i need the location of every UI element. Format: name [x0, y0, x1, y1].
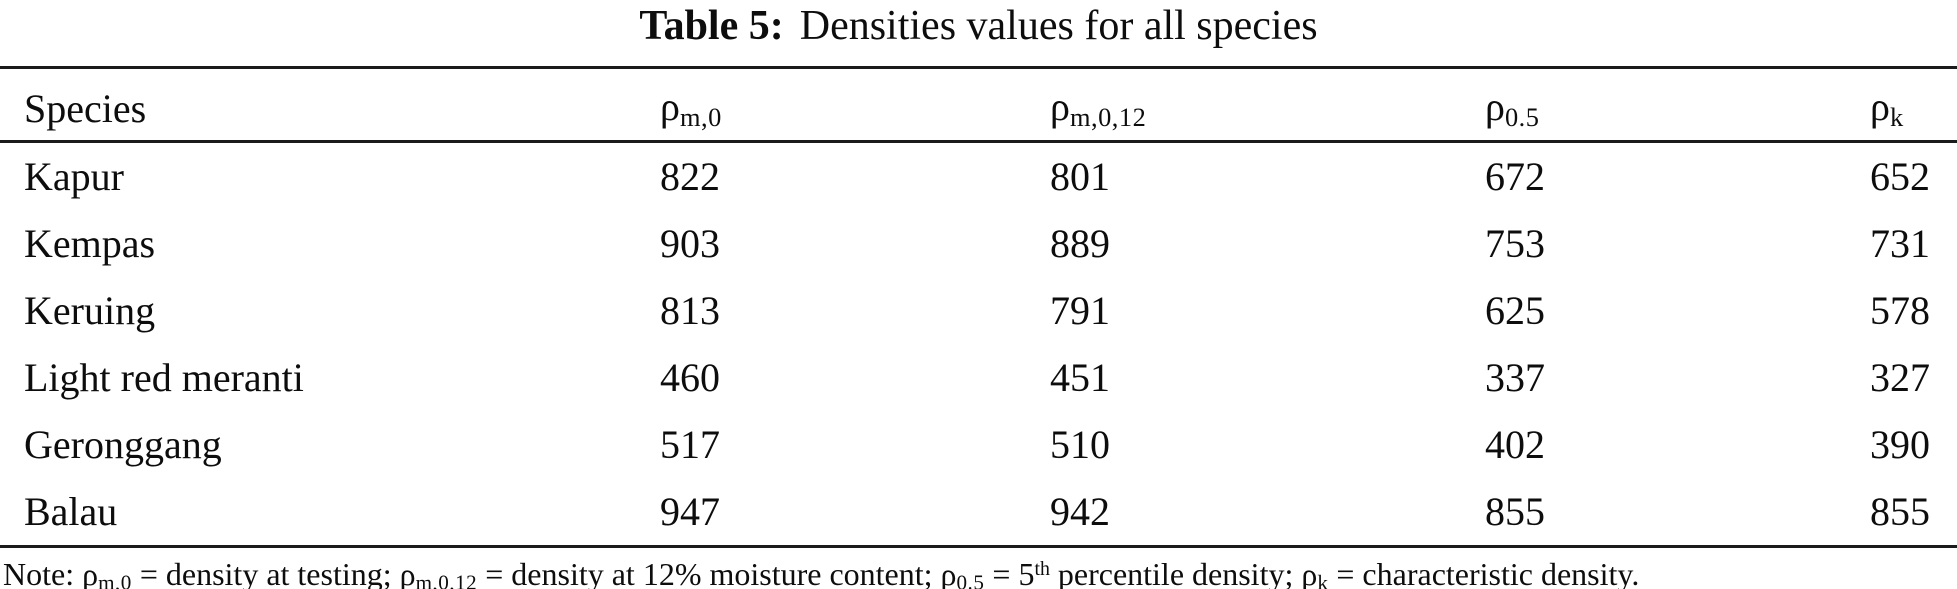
- table-note: Note: ρm,0 = density at testing; ρm,0,12…: [0, 555, 1957, 589]
- species-cell: Kempas: [24, 221, 156, 267]
- value-cell: 822: [660, 154, 720, 200]
- species-cell: Balau: [24, 489, 118, 535]
- table-row: Keruing 813 791 625 578: [0, 277, 1957, 344]
- value-cell: 337: [1485, 355, 1545, 401]
- note-text: = density at 12% moisture content;: [477, 556, 941, 589]
- value-cell: 855: [1870, 489, 1930, 535]
- note-text: = characteristic density.: [1328, 556, 1640, 589]
- rho-subscript: 0.5: [956, 570, 985, 589]
- ordinal-superscript: th: [1034, 558, 1050, 581]
- rho-symbol: ρ: [1485, 83, 1505, 129]
- note-text: = density at testing;: [131, 556, 400, 589]
- species-cell: Geronggang: [24, 422, 222, 468]
- species-cell: Keruing: [24, 288, 156, 334]
- table-caption: Table 5: Densities values for all species: [0, 0, 1957, 50]
- value-cell: 903: [660, 221, 720, 267]
- value-cell: 947: [660, 489, 720, 535]
- rho-symbol: ρ: [1301, 556, 1318, 589]
- value-cell: 517: [660, 422, 720, 468]
- table-row: Kempas 903 889 753 731: [0, 210, 1957, 277]
- table-row: Light red meranti 460 451 337 327: [0, 344, 1957, 411]
- densities-table: Species ρm,0 ρm,0,12 ρ0.5 ρk Kapur 822 8…: [0, 66, 1957, 549]
- note-text: percentile density;: [1049, 556, 1302, 589]
- rho-subscript: m,0: [98, 570, 132, 589]
- value-cell: 753: [1485, 221, 1545, 267]
- value-cell: 625: [1485, 288, 1545, 334]
- value-cell: 402: [1485, 422, 1545, 468]
- value-cell: 942: [1050, 489, 1110, 535]
- value-cell: 652: [1870, 154, 1930, 200]
- rho-symbol: ρ: [399, 556, 416, 589]
- rho-subscript: 0.5: [1504, 101, 1540, 132]
- value-cell: 578: [1870, 288, 1930, 334]
- value-cell: 855: [1485, 489, 1545, 535]
- column-header-species: Species: [0, 67, 660, 144]
- table-caption-label: Table 5:: [639, 3, 784, 49]
- rho-symbol: ρ: [1870, 83, 1890, 129]
- note-text: = 5: [984, 556, 1035, 589]
- value-cell: 801: [1050, 154, 1110, 200]
- value-cell: 510: [1050, 422, 1110, 468]
- rho-symbol: ρ: [1050, 83, 1070, 129]
- column-header-rho-m012: ρm,0,12: [1050, 67, 1485, 144]
- value-cell: 731: [1870, 221, 1930, 267]
- table-row: Kapur 822 801 672 652: [0, 142, 1957, 211]
- table-caption-text: Densities values for all species: [799, 3, 1318, 49]
- value-cell: 390: [1870, 422, 1930, 468]
- value-cell: 460: [660, 355, 720, 401]
- rho-subscript: m,0,12: [415, 570, 478, 589]
- column-header-rho-k: ρk: [1870, 67, 1957, 144]
- species-cell: Light red meranti: [24, 355, 304, 401]
- value-cell: 791: [1050, 288, 1110, 334]
- note-text: Note:: [3, 556, 83, 589]
- rho-subscript: k: [1317, 570, 1329, 589]
- rho-subscript: m,0: [679, 101, 722, 132]
- rho-symbol: ρ: [940, 556, 957, 589]
- value-cell: 451: [1050, 355, 1110, 401]
- value-cell: 889: [1050, 221, 1110, 267]
- rho-subscript: k: [1889, 101, 1904, 132]
- value-cell: 813: [660, 288, 720, 334]
- column-header-rho-05: ρ0.5: [1485, 67, 1870, 144]
- table-row: Geronggang 517 510 402 390: [0, 411, 1957, 478]
- species-cell: Kapur: [24, 154, 124, 200]
- rho-symbol: ρ: [660, 83, 680, 129]
- value-cell: 672: [1485, 154, 1545, 200]
- header-row: Species ρm,0 ρm,0,12 ρ0.5 ρk: [0, 67, 1957, 144]
- rho-subscript: m,0,12: [1069, 101, 1147, 132]
- column-header-rho-m0: ρm,0: [660, 67, 1050, 144]
- rho-symbol: ρ: [82, 556, 99, 589]
- value-cell: 327: [1870, 355, 1930, 401]
- table-row: Balau 947 942 855 855: [0, 478, 1957, 547]
